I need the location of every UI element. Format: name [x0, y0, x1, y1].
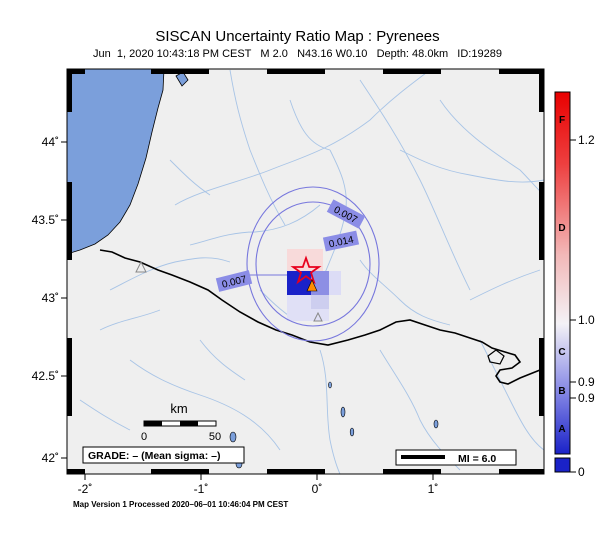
border-line: [99, 249, 544, 385]
scale-end: 50: [209, 431, 221, 443]
colorbar-value: 0.9: [578, 375, 595, 389]
grade-box: [82, 446, 245, 464]
contour-label: 0.014: [328, 234, 355, 250]
event-depth: Depth: 48.0km: [376, 48, 449, 60]
sea-area: [67, 69, 165, 255]
scale-bar: km 0 50: [141, 401, 221, 443]
lat-label: 42˚: [42, 451, 59, 465]
axis-ticks: [61, 141, 434, 480]
rivers: [79, 69, 544, 474]
colorbar: F D C B A 1.2 1.0 0.9 0.9 0: [554, 91, 595, 479]
grade-text: GRADE: – (Mean sigma: –): [88, 450, 220, 462]
event-location: N43.16 W0.10: [297, 48, 368, 60]
contour-label-boxes: 0.007 0.014 0.007: [215, 199, 366, 292]
event-datetime: Jun 1, 2020 10:43:18 PM CEST: [93, 48, 252, 60]
mi-legend-bar: [401, 455, 445, 459]
grade-label-b: B: [558, 386, 565, 397]
grade-label-f: F: [559, 115, 565, 126]
uncertainty-contours: [246, 186, 380, 342]
lon-label: -2˚: [78, 482, 93, 496]
epicenter-star-icon: [290, 255, 322, 285]
mi-legend-text: MI = 6.0: [458, 453, 496, 465]
lon-label: 1˚: [428, 482, 439, 496]
event-info: Jun 1, 2020 10:43:18 PM CEST M 2.0 N43.1…: [0, 48, 595, 60]
colorbar-value: 0.9: [578, 391, 595, 405]
processing-footer: Map Version 1 Processed 2020–06–01 10:46…: [73, 500, 289, 509]
colorbar-value: 0: [578, 465, 585, 479]
longitude-labels: -2˚ -1˚ 0˚ 1˚: [78, 482, 439, 496]
mi-legend-box: [395, 449, 517, 466]
lon-label: -1˚: [194, 482, 209, 496]
event-magnitude: M 2.0: [260, 48, 288, 60]
station-triangle-icon: [313, 311, 323, 322]
scale-unit: km: [170, 401, 187, 416]
frame-bars: [67, 69, 544, 474]
uncertainty-cells: [287, 249, 341, 321]
grade-label-c: C: [558, 347, 565, 358]
map-title: SISCAN Uncertainty Ratio Map : Pyrenees: [155, 28, 440, 45]
colorbar-value: 1.2: [578, 133, 595, 147]
andorra-outline: [487, 349, 505, 365]
lon-label: 0˚: [312, 482, 323, 496]
lat-label: 43˚: [42, 291, 59, 305]
latitude-labels: 44˚ 43.5˚ 43˚ 42.5˚ 42˚: [32, 135, 59, 465]
lat-label: 44˚: [42, 135, 59, 149]
lat-label: 43.5˚: [32, 213, 59, 227]
scale-start: 0: [141, 431, 147, 443]
nearest-station-icon: [306, 279, 318, 292]
grade-label-d: D: [558, 223, 565, 234]
grade-label-a: A: [558, 424, 565, 435]
station-triangle-icon: [135, 260, 147, 273]
colorbar-value: 1.0: [578, 313, 595, 327]
event-id: ID:19289: [457, 48, 502, 60]
stations: [135, 260, 323, 322]
lat-label: 42.5˚: [32, 369, 59, 383]
